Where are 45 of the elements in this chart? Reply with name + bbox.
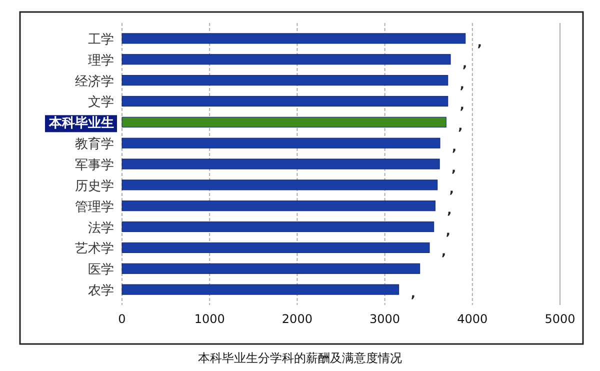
y-tick-label: 管理学 xyxy=(75,200,114,215)
data-label: , xyxy=(460,98,464,112)
bar xyxy=(122,75,448,86)
x-tick-label: 0 xyxy=(118,312,126,326)
data-label: , xyxy=(449,182,454,196)
bar xyxy=(122,284,400,295)
bar xyxy=(122,180,438,190)
y-tick-label: 历史学 xyxy=(75,178,114,194)
y-tick-label: 理学 xyxy=(88,53,114,68)
bar xyxy=(122,138,440,148)
bar xyxy=(122,54,451,65)
x-tick-label: 5000 xyxy=(544,312,576,326)
data-label: , xyxy=(446,224,450,238)
x-tick-label: 4000 xyxy=(457,312,488,326)
x-tick-label: 1000 xyxy=(194,312,225,326)
bar xyxy=(122,96,448,106)
data-label: , xyxy=(458,119,463,134)
y-tick-label: 法学 xyxy=(88,220,114,236)
data-label: , xyxy=(460,77,464,92)
bar xyxy=(122,33,466,44)
bar xyxy=(122,158,440,170)
y-tick-label: 教育学 xyxy=(75,136,114,152)
y-tick-label: 本科毕业生 xyxy=(48,116,114,132)
y-tick-label: 军事学 xyxy=(75,158,114,173)
bar xyxy=(122,200,436,212)
text: 本科毕业生分学科的薪酬及满意度情况 xyxy=(198,351,402,365)
data-label: , xyxy=(477,35,482,50)
y-tick-label: 文学 xyxy=(88,95,114,110)
data-label: , xyxy=(410,286,416,301)
y-tick-label: 艺术学 xyxy=(75,242,114,257)
y-tick-label: 经济学 xyxy=(75,74,114,90)
data-label: , xyxy=(452,140,457,154)
y-tick-label: 工学 xyxy=(88,32,114,48)
x-tick-label: 3000 xyxy=(370,312,400,326)
x-tick-label: 2000 xyxy=(282,312,312,326)
bar xyxy=(122,116,446,128)
data-label: , xyxy=(441,244,446,259)
bar xyxy=(122,242,430,253)
data-label: , xyxy=(452,161,456,175)
y-tick-label: 医学 xyxy=(88,262,114,278)
bar xyxy=(122,222,434,232)
data-label: , xyxy=(447,202,452,217)
bar xyxy=(122,263,420,274)
y-tick-label: 农学 xyxy=(88,284,114,299)
data-label: , xyxy=(462,56,468,70)
